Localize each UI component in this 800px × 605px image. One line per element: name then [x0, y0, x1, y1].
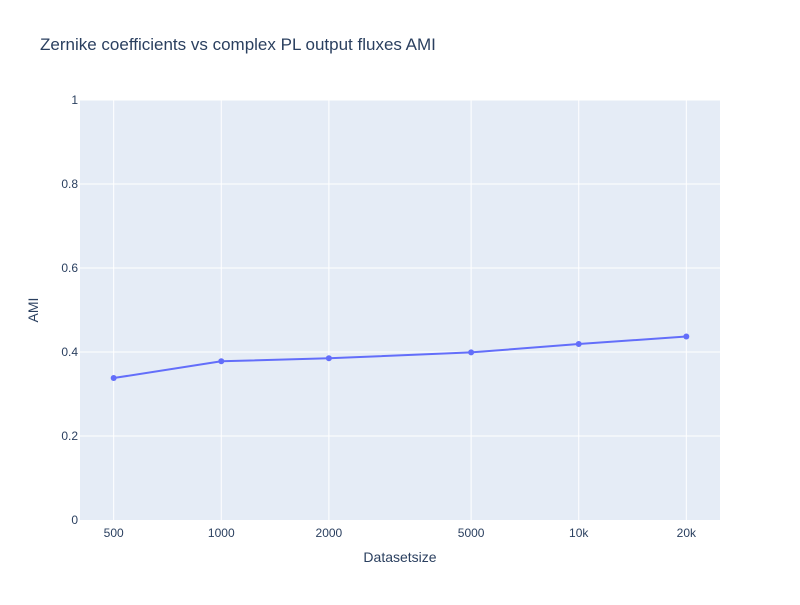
- y-tick-label: 0.8: [61, 177, 78, 191]
- data-point: [468, 349, 475, 356]
- x-tick-label: 5000: [458, 526, 485, 540]
- x-tick-label: 500: [104, 526, 124, 540]
- data-point: [575, 341, 582, 348]
- y-tick-label: 0.2: [61, 429, 78, 443]
- series-layer: [110, 333, 690, 382]
- grid-lines: [80, 99, 720, 520]
- x-tick-label: 10k: [569, 526, 589, 540]
- data-point: [325, 355, 332, 362]
- x-axis-title: Datasetsize: [363, 549, 436, 565]
- chart-title: Zernike coefficients vs complex PL outpu…: [40, 35, 436, 54]
- x-tick-label: 20k: [677, 526, 697, 540]
- x-tick-label: 2000: [316, 526, 343, 540]
- plot-area: [80, 100, 720, 520]
- y-tick-label: 0.4: [61, 345, 78, 359]
- data-point: [218, 358, 225, 365]
- data-point: [110, 375, 117, 382]
- x-tick-label: 1000: [208, 526, 235, 540]
- tick-labels: 0 0.2 0.4 0.6 0.8 1 500 1000 2000 5000 10k 20k: [61, 93, 697, 540]
- y-tick-label: 0: [71, 513, 78, 527]
- data-point: [683, 333, 690, 340]
- y-tick-label: 0.6: [61, 261, 78, 275]
- y-axis-title: AMI: [25, 298, 41, 323]
- series-line: [113, 335, 687, 380]
- y-tick-label: 1: [71, 93, 78, 107]
